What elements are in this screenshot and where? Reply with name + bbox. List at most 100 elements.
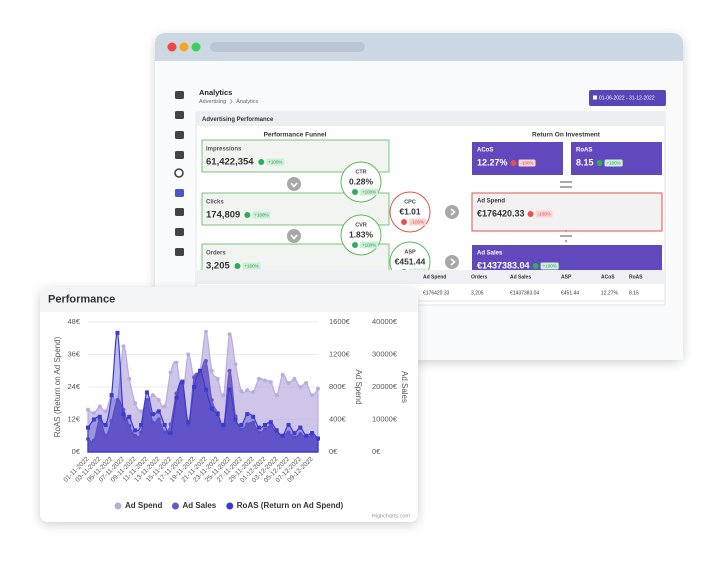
nav-icon[interactable] [175, 111, 184, 119]
legend-symbol[interactable] [114, 502, 122, 510]
marker [286, 422, 291, 427]
legend-label[interactable]: Ad Sales [182, 501, 216, 510]
table-cell: 12.27% [601, 290, 619, 296]
credit: Highcharts.com [372, 513, 411, 519]
change-pill [409, 218, 427, 226]
nav-icon[interactable] [175, 248, 184, 256]
roi-value: €1437383.04 [477, 260, 530, 270]
arrow-head [290, 182, 298, 188]
minimize-dot[interactable] [179, 42, 189, 52]
date-range: 01-06-2022 - 31-12-2022 [599, 95, 655, 101]
marker [251, 420, 256, 425]
marker [274, 393, 279, 398]
change-icon [527, 211, 534, 217]
marker [121, 344, 126, 349]
change-pill [535, 210, 553, 218]
ratio-label: CVR [355, 222, 367, 228]
legend-symbol[interactable] [171, 502, 179, 510]
change-label: -100% [521, 160, 534, 165]
marker [127, 414, 132, 419]
arrow-icon [445, 255, 459, 269]
ratio-label: ASP [404, 249, 416, 255]
nav-icon[interactable] [175, 208, 184, 216]
roi-label: ACoS [477, 148, 493, 154]
nav-icon[interactable] [175, 189, 184, 197]
marker [127, 376, 132, 381]
funnel-label: Orders [206, 251, 226, 257]
marker [162, 422, 167, 427]
arrow-icon [287, 177, 301, 191]
change-icon [401, 219, 407, 225]
nav-icon[interactable] [175, 228, 184, 236]
legend-label[interactable]: Ad Spend [125, 501, 162, 510]
marker [139, 409, 144, 414]
nav-icon[interactable] [175, 131, 184, 139]
marker [97, 414, 102, 419]
nav-icon[interactable] [175, 151, 184, 159]
equals-bar [560, 181, 572, 183]
marker [262, 422, 267, 427]
change-icon [258, 159, 265, 165]
y3-tick-label: 40000€ [372, 317, 398, 326]
marker [310, 393, 315, 398]
marker [91, 411, 96, 415]
marker [215, 376, 220, 381]
card-header [40, 287, 418, 312]
y2-tick-label: 400€ [329, 414, 347, 423]
marker [192, 375, 197, 380]
roi-card [471, 192, 663, 232]
change-pill [360, 188, 379, 196]
table-header: Ad Spend [423, 274, 446, 280]
marker [304, 380, 309, 385]
table-cell: €176420.33 [423, 290, 450, 296]
panel-header [196, 112, 665, 126]
marker [168, 422, 173, 427]
marker [280, 372, 285, 377]
divide-dot [564, 239, 568, 243]
table-cell: 8.15 [629, 290, 639, 296]
change-icon [510, 160, 517, 166]
marker [109, 419, 114, 424]
close-dot[interactable] [167, 42, 177, 52]
divide-dot [564, 229, 568, 233]
divide-bar [560, 235, 572, 237]
arrow-icon [445, 205, 459, 219]
maximize-dot[interactable] [191, 42, 201, 52]
marker [150, 420, 155, 425]
roi-value: 12.27% [477, 157, 508, 167]
sidebar [174, 91, 184, 256]
marker [139, 422, 144, 427]
equals-bar [560, 186, 572, 188]
marker [156, 417, 161, 422]
marker [86, 425, 90, 430]
date-button[interactable] [589, 90, 666, 106]
marker [133, 428, 138, 433]
marker [245, 422, 250, 427]
change-label: +100% [543, 263, 557, 268]
ratio-label: CTR [355, 169, 366, 175]
marker [91, 438, 96, 443]
marker [257, 425, 262, 430]
roi-label: RoAS [576, 148, 592, 154]
nav-icon[interactable] [175, 91, 184, 99]
address-bar[interactable] [210, 42, 365, 52]
marker [262, 427, 267, 432]
marker [268, 424, 273, 428]
marker [239, 422, 244, 427]
change-label: +100% [362, 242, 376, 247]
marker [274, 428, 279, 433]
marker [239, 427, 244, 432]
legend-symbol[interactable] [226, 502, 234, 510]
funnel-title: Performance Funnel [264, 132, 327, 139]
marker [97, 404, 102, 409]
y2-tick-label: 1200€ [329, 349, 351, 358]
y2-axis-title: Ad Spend [354, 369, 363, 404]
marker [304, 433, 309, 438]
table-header: RoAS [629, 274, 643, 280]
section-title: Advertising Performance [202, 117, 274, 123]
change-label: +100% [362, 189, 376, 194]
marker [316, 386, 320, 391]
marker [121, 412, 126, 417]
nav-icon[interactable] [174, 168, 184, 178]
legend-label[interactable]: RoAS (Return on Ad Spend) [237, 501, 344, 510]
